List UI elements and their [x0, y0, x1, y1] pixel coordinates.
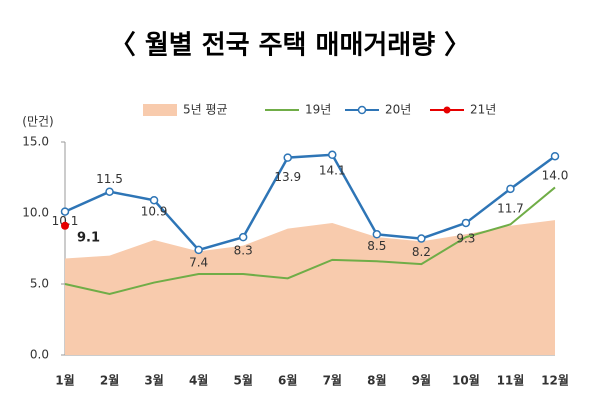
data-label: 8.2: [412, 245, 431, 259]
area: [65, 220, 555, 355]
data-label: 9.1: [77, 230, 100, 245]
data-label: 7.4: [189, 255, 208, 269]
y-tick-label: 5.0: [30, 277, 49, 291]
x-tick-label: 6월: [278, 373, 297, 388]
x-tick-label: 10월: [452, 373, 480, 388]
legend-label: 5년 평균: [183, 103, 228, 117]
chart-title: 〈 월별 전국 주택 매매거래량 〉: [110, 31, 470, 61]
y-tick-label: 0.0: [30, 348, 49, 362]
line: [64, 153, 556, 252]
marker: [372, 230, 382, 239]
x-tick-label: 2월: [100, 373, 119, 388]
x-tick-label: 4월: [189, 373, 208, 388]
data-label: 14.1: [319, 163, 346, 177]
marker: [238, 232, 248, 242]
x-tick-label: 8월: [367, 373, 386, 388]
data-label: 13.9: [274, 170, 301, 184]
marker: [283, 153, 292, 162]
marker: [461, 218, 471, 228]
data-label: 11.7: [497, 201, 524, 215]
marker: [506, 184, 515, 194]
marker: [105, 187, 114, 196]
legend-swatch: [143, 104, 177, 116]
x-tick-label: 7월: [323, 373, 342, 388]
legend-marker: [357, 105, 367, 115]
legend-label: 20년: [385, 103, 411, 117]
data-label: 8.5: [367, 239, 386, 253]
marker: [60, 207, 70, 216]
x-tick-label: 9월: [412, 373, 431, 388]
y-tick-label: 10.0: [22, 206, 49, 220]
x-tick-label: 5월: [233, 373, 252, 388]
marker: [417, 234, 426, 243]
data-label: 9.3: [456, 231, 475, 245]
data-label: 10.9: [141, 205, 168, 219]
data-label: 11.5: [96, 172, 123, 186]
y-tick-label: 15.0: [22, 135, 49, 149]
legend-label: 21년: [470, 103, 496, 117]
data-label: 14.0: [542, 169, 569, 183]
y-axis-label: (만건): [22, 115, 53, 129]
legend-label: 19년: [305, 103, 331, 117]
x-tick-label: 1월: [55, 373, 74, 388]
marker: [328, 150, 337, 160]
marker: [149, 195, 159, 205]
legend-marker: [443, 106, 451, 114]
data-label: 10.1: [52, 214, 79, 228]
x-tick-label: 12월: [541, 373, 569, 388]
marker: [194, 245, 203, 255]
x-tick-label: 3월: [144, 373, 163, 388]
line: [64, 186, 556, 295]
marker: [61, 221, 69, 230]
x-tick-label: 11월: [497, 373, 525, 388]
data-label: 8.3: [234, 244, 253, 258]
marker: [550, 151, 560, 161]
